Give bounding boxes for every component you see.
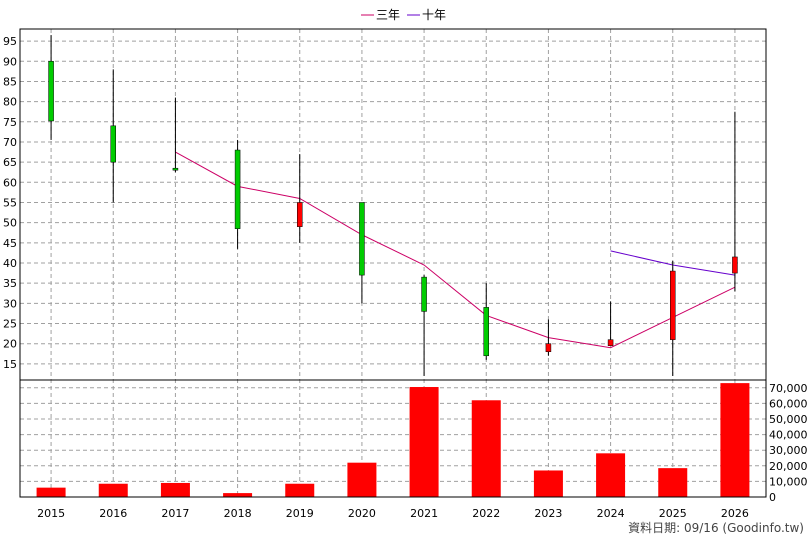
x-tick-label: 2026: [721, 507, 749, 520]
volume-tick-label: 20,000: [769, 460, 808, 473]
volume-bar: [36, 487, 66, 497]
x-tick-label: 2020: [348, 507, 376, 520]
candle-body: [297, 202, 303, 227]
x-tick-label: 2019: [286, 507, 314, 520]
x-tick-label: 2021: [410, 507, 438, 520]
candle-body: [110, 125, 116, 163]
price-tick-label: 25: [3, 318, 17, 331]
x-tick-label: 2024: [597, 507, 625, 520]
volume-bar: [285, 483, 315, 497]
volume-bar: [160, 482, 190, 497]
volume-bar: [409, 387, 439, 497]
volume-bar: [223, 493, 253, 497]
x-tick-label: 2016: [99, 507, 127, 520]
chart-axes: 1520253035404550556065707580859095010,00…: [3, 28, 808, 520]
legend-label-10yr: 十年: [422, 8, 446, 22]
candle-body: [172, 167, 179, 171]
price-tick-label: 60: [3, 176, 17, 189]
x-tick-label: 2017: [161, 507, 189, 520]
volume-bar: [98, 483, 128, 497]
volume-tick-label: 0: [769, 491, 776, 504]
price-tick-label: 15: [3, 358, 17, 371]
price-tick-label: 30: [3, 297, 17, 310]
volume-bar: [596, 453, 626, 497]
volume-bar: [658, 468, 688, 497]
volume-bar: [347, 462, 377, 497]
price-tick-label: 70: [3, 136, 17, 149]
price-tick-label: 50: [3, 217, 17, 230]
price-tick-label: 40: [3, 257, 17, 270]
candle-body: [48, 61, 54, 122]
candle-body: [545, 343, 552, 353]
volume-tick-label: 10,000: [769, 475, 808, 488]
candle-body: [359, 202, 365, 276]
candle-body: [234, 149, 241, 229]
volume-panel-frame: [19, 379, 767, 498]
volume-bar: [471, 400, 501, 497]
x-tick-label: 2025: [659, 507, 687, 520]
grid-lines: [20, 29, 766, 498]
x-tick-label: 2018: [224, 507, 252, 520]
price-tick-label: 95: [3, 35, 17, 48]
price-tick-label: 65: [3, 156, 17, 169]
price-tick-label: 45: [3, 237, 17, 250]
price-tick-label: 90: [3, 55, 17, 68]
ma-line-3yr: [175, 151, 736, 349]
volume-bar: [533, 470, 563, 497]
volume-tick-label: 60,000: [769, 397, 808, 410]
candle-body: [421, 276, 427, 312]
volume-tick-label: 50,000: [769, 413, 808, 426]
data-date-footer: 資料日期: 09/16 (Goodinfo.tw): [628, 521, 804, 535]
candle-body: [670, 270, 676, 340]
moving-average-lines: [175, 151, 736, 349]
chart-legend: 三年 十年: [361, 8, 446, 22]
legend-label-3yr: 三年: [376, 8, 400, 22]
volume-tick-label: 30,000: [769, 444, 808, 457]
price-tick-label: 55: [3, 196, 17, 209]
price-tick-label: 35: [3, 277, 17, 290]
volume-tick-label: 40,000: [769, 429, 808, 442]
candle-body: [732, 256, 738, 274]
price-tick-label: 85: [3, 75, 17, 88]
candle-body: [607, 339, 614, 346]
price-tick-label: 80: [3, 96, 17, 109]
candle-body: [483, 307, 489, 357]
volume-bars: [36, 383, 750, 497]
price-tick-label: 75: [3, 116, 17, 129]
x-tick-label: 2022: [472, 507, 500, 520]
candlesticks: [48, 35, 738, 376]
volume-bar: [720, 383, 750, 497]
x-tick-label: 2023: [534, 507, 562, 520]
volume-tick-label: 70,000: [769, 382, 808, 395]
x-tick-label: 2015: [37, 507, 65, 520]
price-tick-label: 20: [3, 338, 17, 351]
